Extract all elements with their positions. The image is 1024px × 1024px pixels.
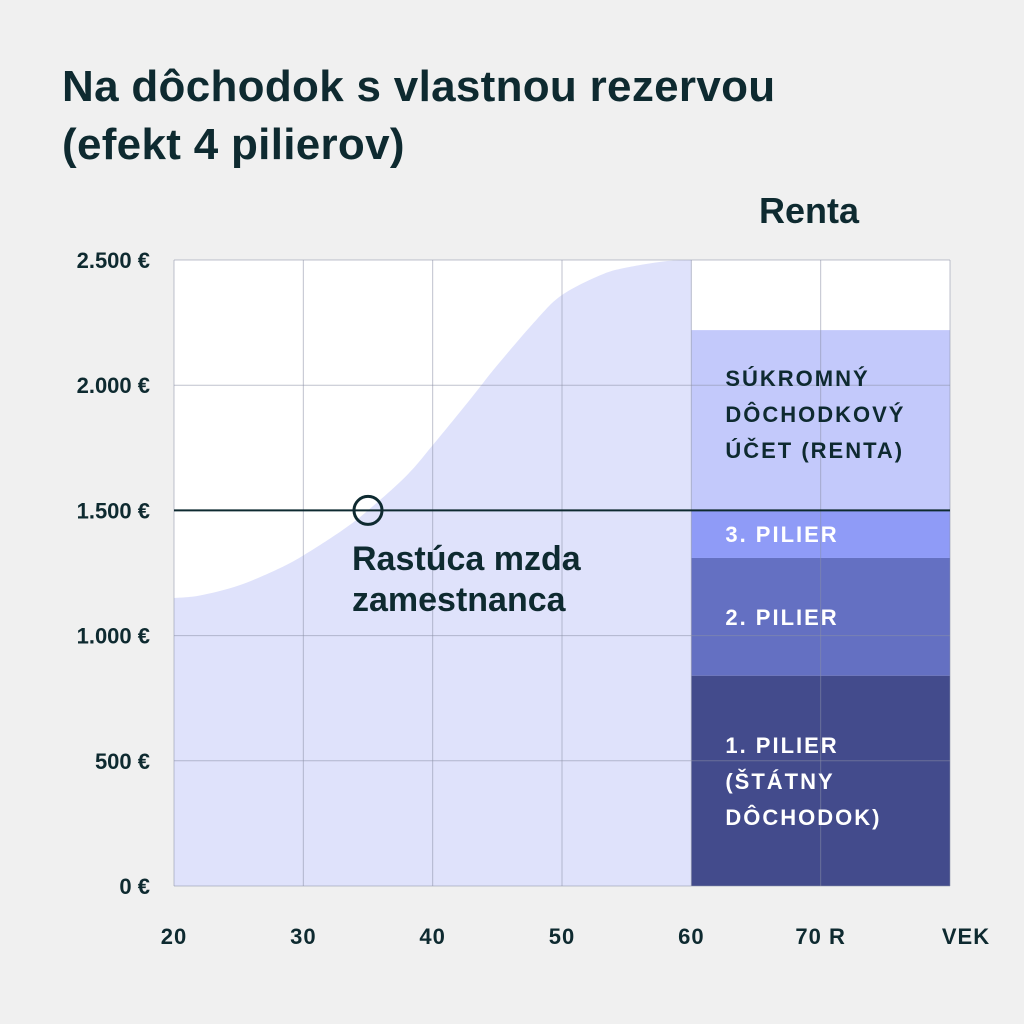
x-axis-label: VEK [942,924,990,949]
y-tick-label-2: 1.000 € [77,624,150,649]
wage-marker-circle [352,494,384,526]
renta-segment-label-3: 3. PILIER [725,522,838,547]
renta-label: Renta [758,190,860,231]
x-tick-label-0: 20 [161,924,187,949]
x-tick-label-5: 70 R [795,924,845,949]
x-tick-label-2: 40 [419,924,445,949]
renta-segment-label-4-line-3: ÚČET (RENTA) [725,438,904,463]
renta-segment-label-1-line-2: (ŠTÁTNY [725,769,834,794]
y-tick-label-0: 0 € [119,874,150,899]
chart-title-line-1: Na dôchodok s vlastnou rezervou [62,62,776,111]
y-tick-label-1: 500 € [95,749,150,774]
chart-title: Na dôchodok s vlastnou rezervou (efekt 4… [62,58,962,174]
x-tick-label-4: 60 [678,924,704,949]
wage-annotation: Rastúca mzda zamestnanca [352,540,582,619]
renta-segment-label-2: 2. PILIER [725,605,838,630]
renta-segment-label-1-line-1: 1. PILIER [725,733,838,758]
wage-annotation-line-2: zamestnanca [352,581,567,619]
renta-segment-label-3-line-1: 3. PILIER [725,522,838,547]
renta-segment-label-4-line-1: SÚKROMNÝ [725,366,869,391]
x-tick-label-3: 50 [549,924,575,949]
y-tick-label-5: 2.500 € [77,248,150,273]
y-tick-label-3: 1.500 € [77,498,150,523]
chart-title-line-2: (efekt 4 pilierov) [62,120,405,169]
renta-segment-label-1: 1. PILIER (ŠTÁTNY DÔCHODOK) [725,733,881,830]
renta-segment-label-4: SÚKROMNÝ DÔCHODKOVÝ ÚČET (RENTA) [725,366,905,463]
wage-annotation-line-1: Rastúca mzda [352,540,582,578]
y-tick-label-4: 2.000 € [77,373,150,398]
renta-segment-label-1-line-3: DÔCHODOK) [725,805,881,830]
renta-segment-label-2-line-1: 2. PILIER [725,605,838,630]
renta-segment-label-4-line-2: DÔCHODKOVÝ [725,402,905,427]
x-tick-label-1: 30 [290,924,316,949]
